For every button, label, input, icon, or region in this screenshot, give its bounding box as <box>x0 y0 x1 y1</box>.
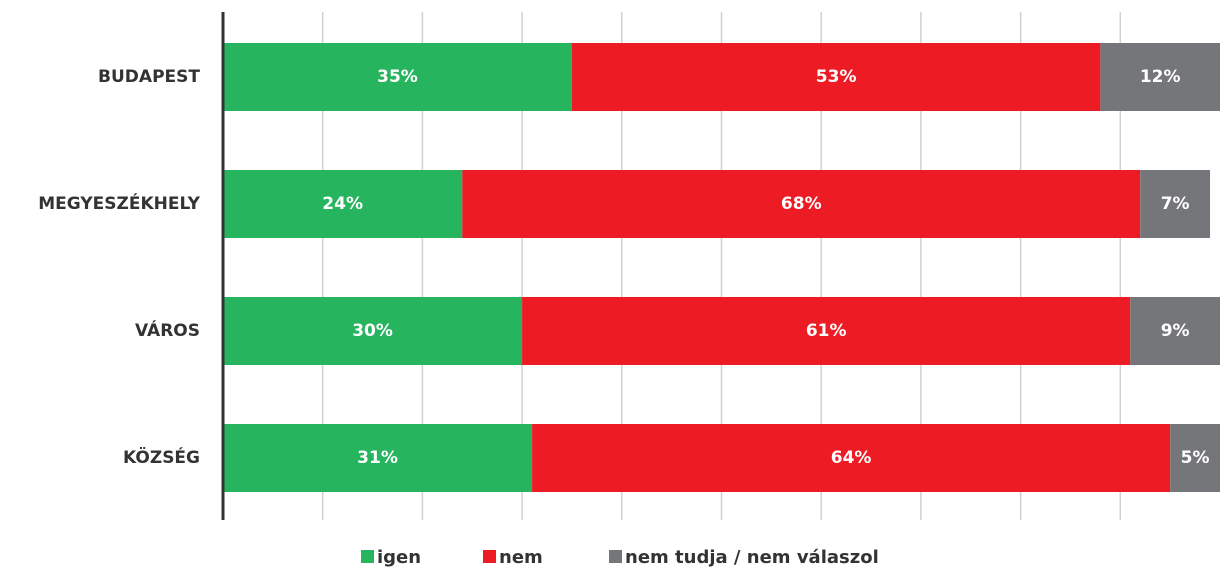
bar-segment <box>522 297 1131 365</box>
legend-swatch <box>483 550 496 563</box>
category-label: VÁROS <box>135 319 200 341</box>
value-label: 68% <box>781 194 822 214</box>
bar-segment <box>1130 297 1220 365</box>
bar-segment <box>1170 424 1220 492</box>
bar-segment <box>1140 170 1211 238</box>
category-label: KÖZSÉG <box>123 446 200 468</box>
bar-segment <box>223 297 523 365</box>
legend-label: nem <box>499 547 543 568</box>
bar-segment <box>223 170 463 238</box>
bar-segment <box>223 424 533 492</box>
category-label: MEGYESZÉKHELY <box>38 192 200 214</box>
bar-segment <box>462 170 1141 238</box>
legend-label: igen <box>377 547 421 568</box>
value-label: 9% <box>1161 321 1190 341</box>
value-label: 64% <box>831 448 872 468</box>
value-label: 53% <box>816 67 857 87</box>
bar-segment <box>571 43 1101 111</box>
category-label: BUDAPEST <box>98 67 200 87</box>
value-label: 35% <box>377 67 418 87</box>
value-label: 7% <box>1161 194 1190 214</box>
bar-segment <box>532 424 1171 492</box>
legend-swatch <box>361 550 374 563</box>
value-label: 12% <box>1140 67 1181 87</box>
value-label: 31% <box>357 448 398 468</box>
value-label: 61% <box>806 321 847 341</box>
bar-segment <box>1100 43 1220 111</box>
legend-label: nem tudja / nem válaszol <box>625 547 879 568</box>
value-label: 5% <box>1181 448 1210 468</box>
value-label: 24% <box>322 194 363 214</box>
value-label: 30% <box>352 321 393 341</box>
bar-segment <box>223 43 572 111</box>
legend-swatch <box>609 550 622 563</box>
